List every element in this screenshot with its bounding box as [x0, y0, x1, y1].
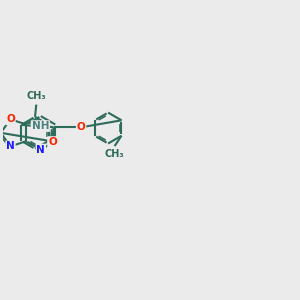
Text: NH: NH [32, 121, 49, 131]
Text: N: N [6, 141, 15, 151]
Text: O: O [77, 122, 85, 132]
Text: CH₃: CH₃ [26, 91, 46, 101]
Text: N: N [36, 145, 45, 154]
Text: O: O [48, 137, 57, 147]
Text: O: O [6, 114, 15, 124]
Text: CH₃: CH₃ [105, 149, 124, 159]
